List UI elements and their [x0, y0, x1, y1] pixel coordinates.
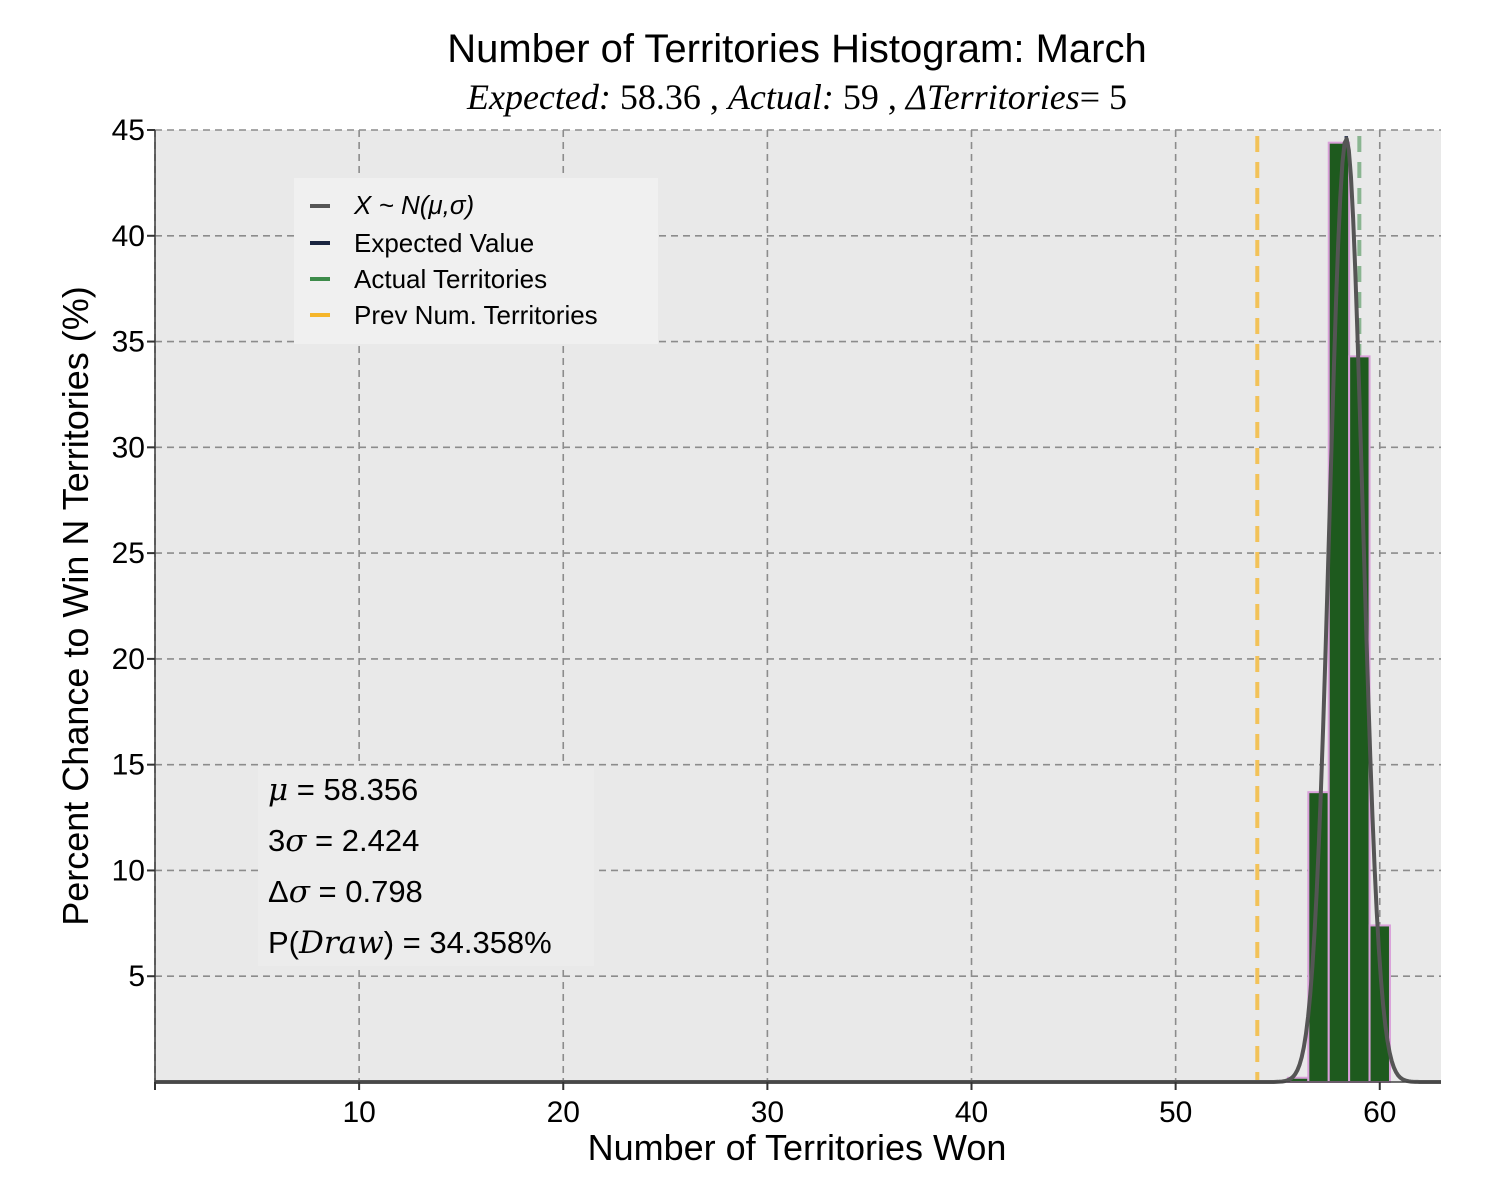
- stat-delta-sigma-value: = 0.798: [310, 874, 423, 909]
- x-tick-label-30: 30: [751, 1096, 784, 1129]
- legend-label-previous: Prev Num. Territories: [354, 300, 598, 330]
- x-tick-label-20: 20: [547, 1096, 580, 1129]
- stat-p-draw-value: ) = 34.358%: [384, 925, 552, 960]
- chart-title: Number of Territories Histogram: March: [447, 27, 1146, 71]
- stat-three-sigma-symbol: σ: [285, 823, 307, 859]
- legend-label-normal: X ~ N(μ,σ): [353, 190, 474, 220]
- stat-p-draw-prefix: P(: [268, 925, 300, 960]
- subtitle-actual-value: 59: [843, 77, 879, 117]
- legend-box: [294, 178, 658, 344]
- histogram-bar-58: [1327, 141, 1351, 1083]
- stat-mu: μ = 58.356: [268, 772, 418, 808]
- stat-delta-sigma-symbol: σ: [289, 874, 311, 910]
- x-tick-label-10: 10: [342, 1096, 375, 1129]
- x-tick-label-50: 50: [1159, 1096, 1192, 1129]
- stat-delta-sigma-prefix: Δ: [268, 874, 289, 909]
- axes: [154, 130, 1441, 1083]
- y-tick-label-30: 30: [112, 431, 145, 464]
- y-tick-label-5: 5: [128, 960, 145, 993]
- stat-mu-value: = 58.356: [288, 772, 418, 807]
- stats-background: [258, 766, 594, 966]
- histogram-bar-59: [1348, 355, 1371, 1083]
- subtitle-delta-label: ΔTerritories: [904, 77, 1080, 117]
- y-tick-label-45: 45: [112, 114, 145, 147]
- stat-p-draw-symbol: Draw: [298, 925, 384, 961]
- y-axis-label: Percent Chance to Win N Territories (%): [55, 286, 96, 926]
- x-axis-label: Number of Territories Won: [588, 1127, 1007, 1168]
- chart-subtitle: Expected: 58.36 , Actual: 59 , ΔTerritor…: [466, 77, 1127, 117]
- subtitle-expected-label: Expected:: [466, 77, 611, 117]
- tick-labels: 10 20 30 40 50 60 5 10 15 20 25 30 35 40 45: [112, 114, 1397, 1129]
- y-tick-label-20: 20: [112, 643, 145, 676]
- legend: X ~ N(μ,σ) Expected Value Actual Territo…: [294, 178, 658, 344]
- x-tick-label-40: 40: [955, 1096, 988, 1129]
- stat-three-sigma-prefix: 3: [268, 823, 285, 858]
- stat-three-sigma-value: = 2.424: [306, 823, 419, 858]
- stat-mu-symbol: μ: [268, 772, 288, 808]
- legend-label-actual: Actual Territories: [354, 264, 547, 294]
- stats-box: μ = 58.356 3σ = 2.424 Δσ = 0.798 P(Draw)…: [258, 766, 594, 966]
- stat-p-draw: P(Draw) = 34.358%: [268, 925, 552, 961]
- stat-delta-sigma: Δσ = 0.798: [268, 874, 423, 910]
- legend-label-expected: Expected Value: [354, 228, 534, 258]
- y-tick-label-35: 35: [112, 326, 145, 359]
- y-tick-label-10: 10: [112, 854, 145, 887]
- stat-three-sigma: 3σ = 2.424: [268, 823, 419, 859]
- subtitle-expected-value: 58.36: [620, 77, 701, 117]
- subtitle-delta-value: = 5: [1080, 77, 1127, 117]
- x-tick-label-60: 60: [1363, 1096, 1396, 1129]
- y-tick-label-40: 40: [112, 220, 145, 253]
- y-tick-label-25: 25: [112, 537, 145, 570]
- subtitle-actual-label: Actual:: [726, 77, 834, 117]
- y-tick-label-15: 15: [112, 749, 145, 782]
- subtitle-separator-2: ,: [879, 77, 906, 117]
- subtitle-separator-1: ,: [701, 77, 728, 117]
